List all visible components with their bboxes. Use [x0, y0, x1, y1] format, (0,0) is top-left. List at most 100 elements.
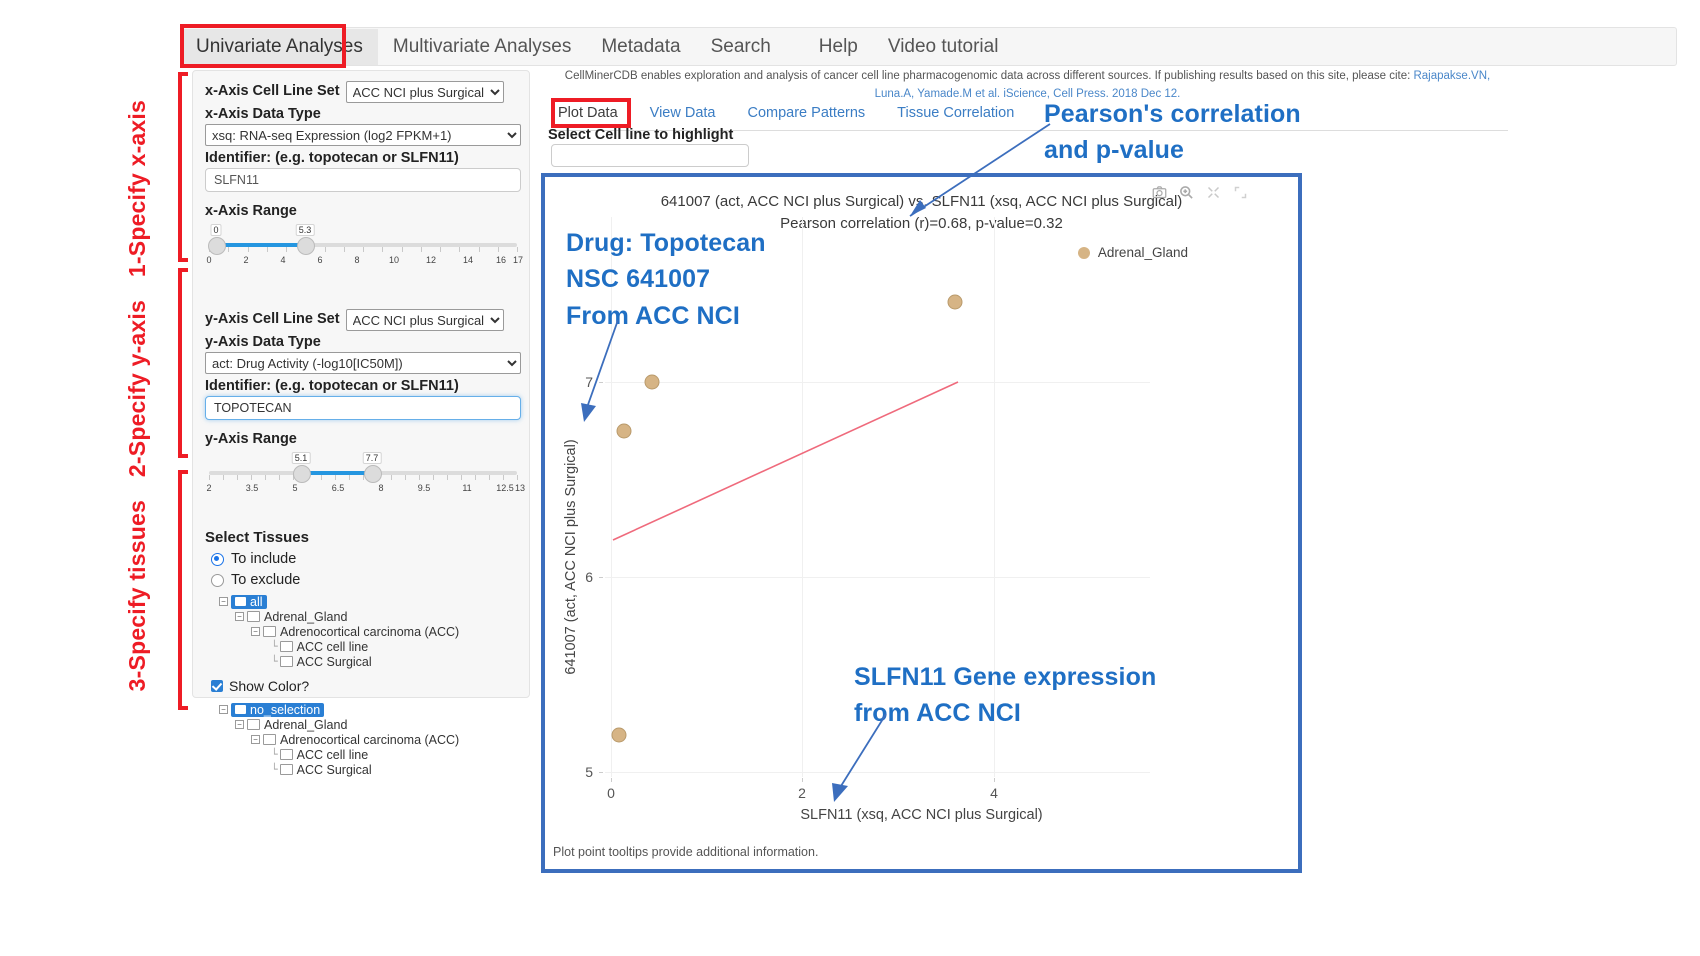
y-slider-value-high: 7.7 — [362, 452, 382, 464]
y-axis-identifier-input[interactable] — [205, 396, 521, 420]
tree-item[interactable]: − Adrenocortical carcinoma (ACC) — [205, 624, 517, 639]
tree-item[interactable]: └ ACC cell line — [205, 639, 517, 654]
nav-item-help[interactable]: Help — [818, 35, 858, 57]
y-tick-3: 6.5 — [331, 483, 345, 493]
tree-item[interactable]: − Adrenal_Gland — [205, 609, 517, 624]
gridline-y — [605, 577, 1150, 578]
tree-item[interactable]: − no_selection — [205, 702, 517, 717]
data-point[interactable] — [644, 374, 660, 390]
citation-link[interactable]: Rajapakse.VN, Luna.A, Yamade.M et al. iS… — [874, 70, 1491, 100]
tree-toggle-icon[interactable]: − — [219, 705, 228, 714]
highlight-cell-line-input[interactable] — [551, 144, 749, 167]
legend-label: Adrenal_Gland — [1097, 245, 1188, 260]
show-color-label: Show Color? — [229, 678, 310, 694]
include-radio-icon[interactable] — [211, 552, 224, 566]
tree-item[interactable]: └ ACC Surgical — [205, 654, 517, 669]
subtab-compare-patterns[interactable]: Compare Patterns — [747, 105, 866, 121]
subtab-plot-data[interactable]: Plot Data — [558, 105, 618, 121]
show-color-row[interactable]: Show Color? — [211, 678, 517, 694]
folder-icon — [279, 641, 293, 652]
y-axis-data-type-select[interactable]: act: Drug Activity (-log10[IC50M]) — [205, 352, 521, 374]
subtab-view-data[interactable]: View Data — [649, 105, 716, 121]
tissue-tree-include[interactable]: − all − Adrenal_Gland − Adrenocortical c… — [205, 594, 517, 669]
nav-item-metadata[interactable]: Metadata — [601, 35, 681, 57]
nav-item-video-tutorial[interactable]: Video tutorial — [887, 35, 999, 57]
x-tick-2: 4 — [280, 255, 286, 265]
x-slider-value-low: 0 — [210, 224, 222, 236]
tree-elbow-icon: └ — [271, 640, 278, 653]
x-axis-range-slider[interactable]: 0 5.3 0 2 4 6 8 10 12 14 16 17 — [205, 224, 523, 271]
tissue-tree-color[interactable]: − no_selection − Adrenal_Gland − Adrenoc… — [205, 702, 517, 777]
x-tick-5: 10 — [388, 255, 400, 265]
y-slider-handle-high[interactable] — [364, 465, 382, 483]
x-axis-identifier-input[interactable] — [205, 168, 521, 192]
y-tick-1: 3.5 — [245, 483, 259, 493]
y-slider-value-low: 5.1 — [291, 452, 311, 464]
y-tick-5: 9.5 — [417, 483, 431, 493]
tissue-mode-exclude[interactable]: To exclude — [211, 572, 517, 588]
x-tick-label: 0 — [607, 785, 615, 801]
camera-icon[interactable] — [1152, 185, 1167, 200]
tree-toggle-icon[interactable]: − — [219, 597, 228, 606]
y-slider-ticks — [209, 475, 518, 481]
x-tick-mark — [611, 778, 612, 782]
x-axis-data-type-select[interactable]: xsq: RNA-seq Expression (log2 FPKM+1) — [205, 124, 521, 146]
tissue-mode-include[interactable]: To include — [211, 551, 517, 567]
x-tick-label: 4 — [990, 785, 998, 801]
zoom-in-icon[interactable] — [1179, 185, 1194, 200]
show-color-checkbox[interactable] — [211, 680, 223, 692]
y-axis-range-slider[interactable]: 5.1 7.7 2 3.5 5 6.5 8 9.5 11 12.5 13 — [205, 452, 525, 499]
nav-item-univariate-analyses[interactable]: Univariate Analyses — [181, 28, 378, 65]
y-slider-handle-low[interactable] — [293, 465, 311, 483]
tree-item[interactable]: − Adrenal_Gland — [205, 717, 517, 732]
x-slider-track — [209, 243, 517, 247]
pan-icon[interactable] — [1206, 185, 1221, 200]
x-tick-label: 2 — [798, 785, 806, 801]
tree-item[interactable]: − Adrenocortical carcinoma (ACC) — [205, 732, 517, 747]
y-tick-mark — [599, 772, 603, 773]
nav-item-search[interactable]: Search — [710, 35, 771, 57]
nav-item-multivariate-analyses[interactable]: Multivariate Analyses — [392, 35, 572, 57]
data-point[interactable] — [616, 423, 632, 439]
step-1-bracket — [178, 72, 188, 262]
data-point[interactable] — [947, 294, 963, 310]
y-tick-mark — [599, 382, 603, 383]
data-point[interactable] — [611, 727, 627, 743]
x-slider-handle-low[interactable] — [208, 237, 226, 255]
tree-node-selected[interactable]: no_selection — [231, 702, 325, 717]
tree-item[interactable]: └ ACC Surgical — [205, 762, 517, 777]
exclude-radio-label: To exclude — [231, 572, 301, 588]
step-annotation-1: 1-Specify x-axis — [124, 100, 151, 310]
folder-icon — [235, 705, 246, 714]
tree-toggle-icon[interactable]: − — [235, 720, 244, 729]
tree-toggle-icon[interactable]: − — [251, 735, 260, 744]
tree-item-label: Adrenocortical carcinoma (ACC) — [280, 732, 460, 747]
tree-toggle-icon[interactable]: − — [235, 612, 244, 621]
tree-item[interactable]: └ ACC cell line — [205, 747, 517, 762]
gridline-x — [611, 217, 612, 777]
tree-toggle-icon[interactable]: − — [251, 627, 260, 636]
subtab-tissue-correlation[interactable]: Tissue Correlation — [897, 105, 1015, 121]
pearson-annotation: Pearson's correlation and p-value — [1044, 100, 1301, 165]
x-slider-handle-high[interactable] — [297, 237, 315, 255]
folder-icon — [235, 597, 246, 606]
exclude-radio-icon[interactable] — [211, 573, 224, 587]
tree-item-label: all — [250, 594, 263, 609]
plot-legend[interactable]: Adrenal_Gland — [1077, 245, 1188, 260]
tree-item-label: ACC Surgical — [296, 654, 372, 669]
y-axis-cell-line-set-select[interactable]: ACC NCI plus Surgical — [345, 309, 504, 331]
y-tick-label: 7 — [585, 374, 593, 390]
gridline-y — [605, 772, 1150, 773]
plot-modebar[interactable] — [1152, 185, 1248, 200]
tree-node-selected[interactable]: all — [231, 594, 267, 609]
x-axis-cell-line-set-select[interactable]: ACC NCI plus Surgical — [345, 81, 504, 103]
tree-item-label: ACC cell line — [296, 639, 369, 654]
folder-icon — [263, 734, 276, 745]
x-axis-range-label: x-Axis Range — [205, 203, 297, 219]
tree-item-label: Adrenocortical carcinoma (ACC) — [280, 624, 460, 639]
tree-item[interactable]: − all — [205, 594, 517, 609]
y-slider-tick-labels: 2 3.5 5 6.5 8 9.5 11 12.5 13 — [205, 483, 525, 495]
step-3-label: 3-Specify tissues — [124, 500, 150, 692]
autoscale-icon[interactable] — [1233, 185, 1248, 200]
tree-item-label: Adrenal_Gland — [264, 609, 348, 624]
